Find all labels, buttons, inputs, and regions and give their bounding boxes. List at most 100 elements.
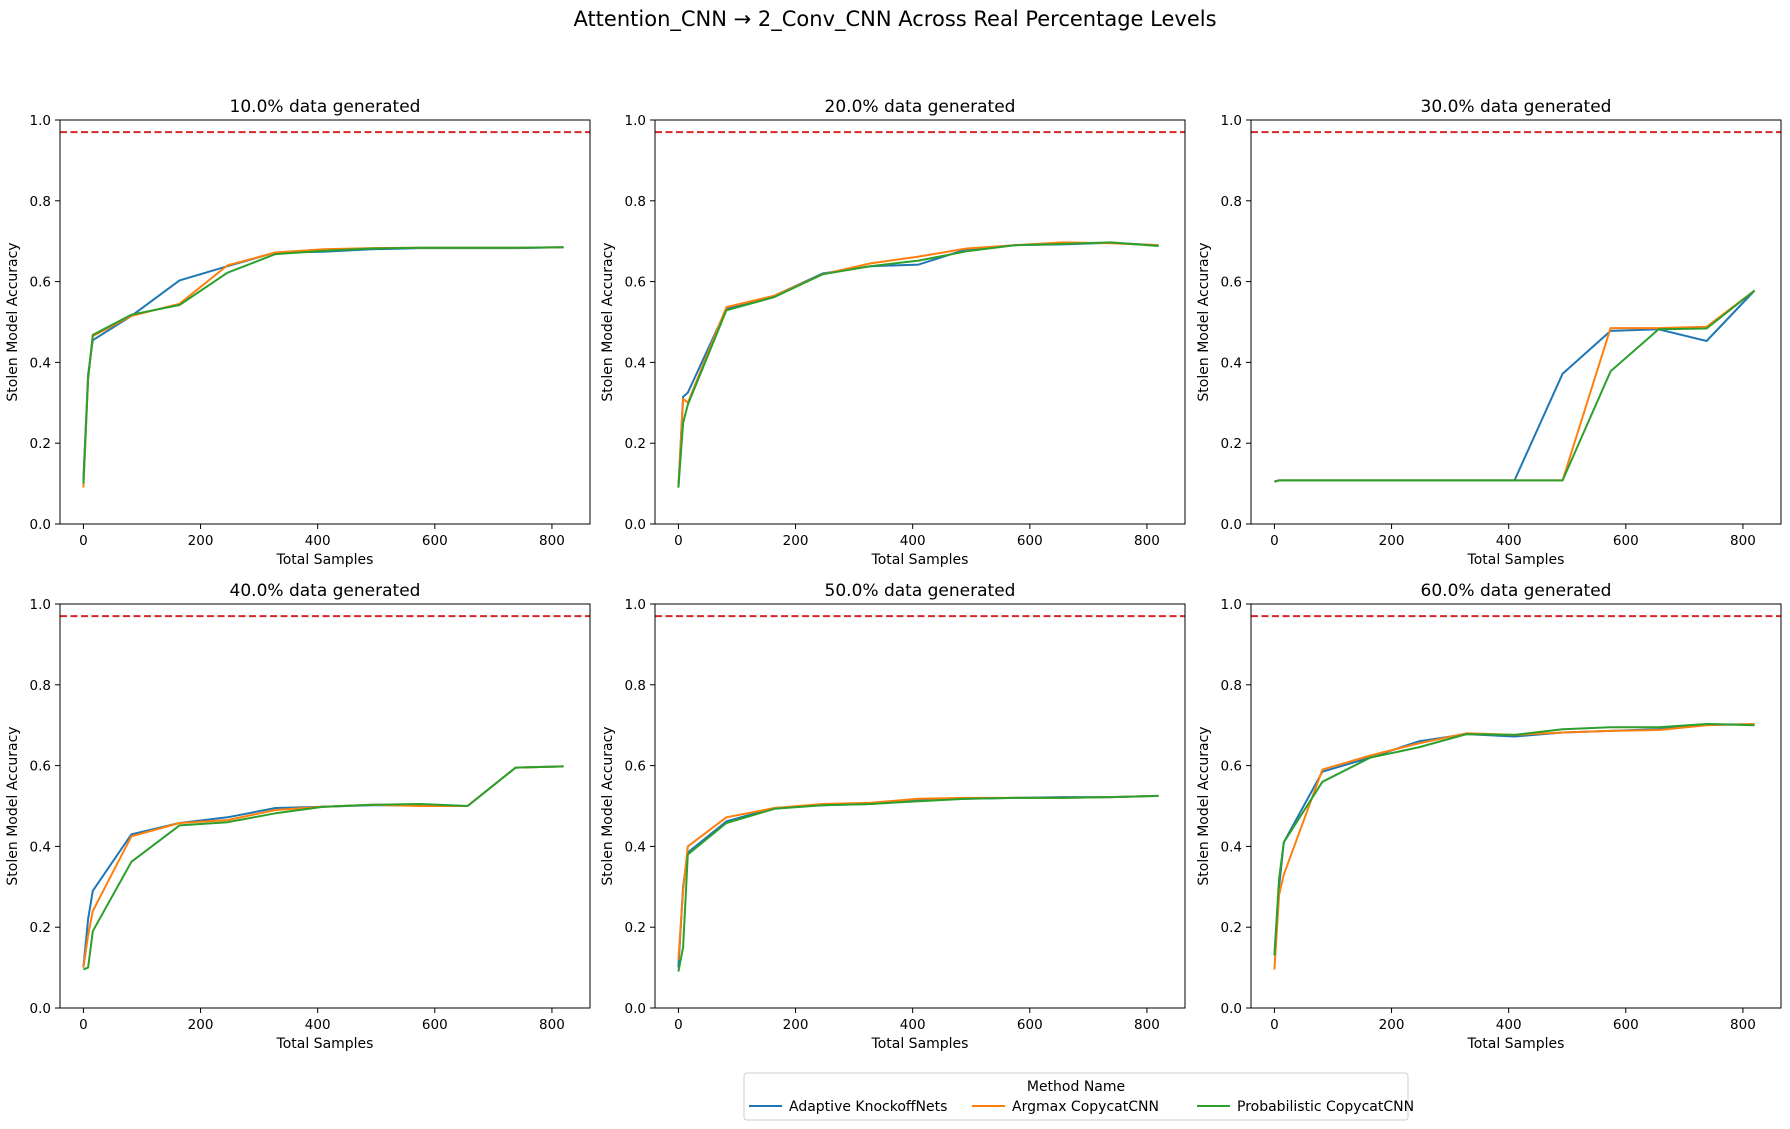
series-lines (1274, 289, 1756, 483)
series-lines (677, 241, 1159, 488)
series-line-argmax-copycatcnn (677, 794, 1159, 960)
series-line-probabilistic-copycatcnn (677, 241, 1159, 488)
y-tick-label: 0.4 (1221, 355, 1242, 371)
y-tick-label: 0.2 (30, 436, 51, 452)
series-line-adaptive-knockoffnets (1273, 723, 1755, 956)
y-tick-label: 1.0 (30, 597, 51, 613)
y-tick-label: 0.8 (1221, 678, 1242, 694)
y-tick-label: 0.2 (625, 920, 646, 936)
legend-title: Method Name (1027, 1079, 1125, 1095)
x-tick-label: 0 (674, 1017, 683, 1033)
subplot-2: 20.0% data generated 0 200 400 600 800 0.0 0.2 0… (600, 97, 1186, 568)
x-tick-label: 800 (1134, 1017, 1160, 1033)
y-axis-label: Stolen Model Accuracy (1196, 242, 1212, 401)
subplot-title: 20.0% data generated (825, 97, 1016, 117)
y-tick-label: 0.6 (625, 275, 646, 291)
y-tick-label: 0.4 (625, 839, 646, 855)
series-line-adaptive-knockoffnets (82, 246, 564, 480)
x-axis-label: Total Samples (276, 552, 374, 568)
subplot-6: 60.0% data generated 0 200 400 600 800 0.0 0.2 0… (1196, 581, 1782, 1052)
series-lines (82, 246, 564, 488)
x-axis-label: Total Samples (871, 1036, 969, 1052)
plot-frame (654, 603, 1186, 1009)
series-line-probabilistic-copycatcnn (83, 765, 564, 971)
y-tick-label: 0.8 (1221, 194, 1242, 210)
series-lines (677, 794, 1159, 972)
x-tick-label: 400 (1496, 533, 1522, 549)
subplot-grid: 10.0% data generated 0 200 400 600 800 0.0 0.2 0… (5, 97, 1782, 1052)
y-axis-label: Stolen Model Accuracy (600, 242, 616, 401)
series-line-adaptive-knockoffnets (82, 765, 564, 968)
x-tick-label: 800 (1730, 1017, 1756, 1033)
subplot-title: 40.0% data generated (230, 581, 421, 601)
x-tick-label: 200 (783, 533, 809, 549)
plot-frame (59, 119, 591, 525)
plot-frame (1250, 119, 1782, 525)
series-line-argmax-copycatcnn (1273, 723, 1755, 970)
series-line-adaptive-knockoffnets (677, 241, 1159, 488)
y-tick-label: 0.0 (30, 1001, 51, 1017)
y-axis-label: Stolen Model Accuracy (5, 242, 21, 401)
y-axis-label: Stolen Model Accuracy (5, 726, 21, 885)
series-line-probabilistic-copycatcnn (82, 246, 564, 484)
series-lines (1273, 723, 1755, 970)
x-tick-label: 0 (79, 1017, 88, 1033)
plot-frame (654, 119, 1186, 525)
legend-label-adaptive-knockoffnets: Adaptive KnockoffNets (789, 1099, 947, 1115)
y-tick-label: 0.8 (30, 194, 51, 210)
x-tick-label: 600 (1613, 533, 1639, 549)
legend-label-probabilistic-copycatcnn: Probabilistic CopycatCNN (1237, 1099, 1414, 1115)
y-tick-label: 0.6 (1221, 759, 1242, 775)
subplot-3: 30.0% data generated 0 200 400 600 800 0.0 0.2 0… (1196, 97, 1782, 568)
figure-title: Attention_CNN → 2_Conv_CNN Across Real P… (573, 7, 1216, 32)
series-line-probabilistic-copycatcnn (1273, 723, 1755, 956)
x-axis-label: Total Samples (276, 1036, 374, 1052)
y-tick-label: 1.0 (625, 597, 646, 613)
x-tick-label: 0 (79, 533, 88, 549)
x-tick-label: 400 (305, 1017, 331, 1033)
x-tick-label: 400 (305, 533, 331, 549)
x-axis-label: Total Samples (871, 552, 969, 568)
x-tick-label: 0 (674, 533, 683, 549)
x-tick-label: 200 (188, 533, 214, 549)
y-axis-label: Stolen Model Accuracy (1196, 726, 1212, 885)
x-axis-label: Total Samples (1467, 1036, 1565, 1052)
plot-frame (1250, 603, 1782, 1009)
x-tick-label: 800 (539, 1017, 565, 1033)
series-lines (82, 765, 564, 971)
y-tick-label: 1.0 (1221, 597, 1242, 613)
y-tick-label: 0.6 (1221, 275, 1242, 291)
y-tick-label: 0.4 (1221, 839, 1242, 855)
subplot-title: 60.0% data generated (1421, 581, 1612, 601)
y-tick-label: 1.0 (1221, 113, 1242, 129)
x-tick-label: 800 (539, 533, 565, 549)
x-tick-label: 600 (1017, 533, 1043, 549)
y-tick-label: 0.2 (30, 920, 51, 936)
y-tick-label: 0.0 (625, 1001, 646, 1017)
x-tick-label: 600 (422, 1017, 448, 1033)
y-tick-label: 0.8 (30, 678, 51, 694)
y-tick-label: 0.2 (1221, 920, 1242, 936)
y-tick-label: 0.2 (625, 436, 646, 452)
y-tick-label: 1.0 (625, 113, 646, 129)
x-tick-label: 200 (188, 1017, 214, 1033)
legend-label-argmax-copycatcnn: Argmax CopycatCNN (1012, 1099, 1159, 1115)
subplot-5: 50.0% data generated 0 200 400 600 800 0.0 0.2 0… (600, 581, 1186, 1052)
x-tick-label: 400 (1496, 1017, 1522, 1033)
x-axis-label: Total Samples (1467, 552, 1565, 568)
subplot-title: 50.0% data generated (825, 581, 1016, 601)
series-line-adaptive-knockoffnets (1274, 289, 1756, 483)
x-tick-label: 200 (1379, 533, 1405, 549)
x-tick-label: 800 (1730, 533, 1756, 549)
y-tick-label: 0.4 (625, 355, 646, 371)
x-tick-label: 400 (900, 533, 926, 549)
legend: Method Name Adaptive KnockoffNets Argmax … (743, 1072, 1414, 1121)
y-tick-label: 0.4 (30, 355, 51, 371)
subplot-1: 10.0% data generated 0 200 400 600 800 0.0 0.2 0… (5, 97, 591, 568)
plot-frame (59, 603, 591, 1009)
subplot-title: 30.0% data generated (1421, 97, 1612, 117)
y-axis-label: Stolen Model Accuracy (600, 726, 616, 885)
x-tick-label: 600 (422, 533, 448, 549)
x-tick-label: 0 (1270, 533, 1279, 549)
y-tick-label: 0.6 (625, 759, 646, 775)
